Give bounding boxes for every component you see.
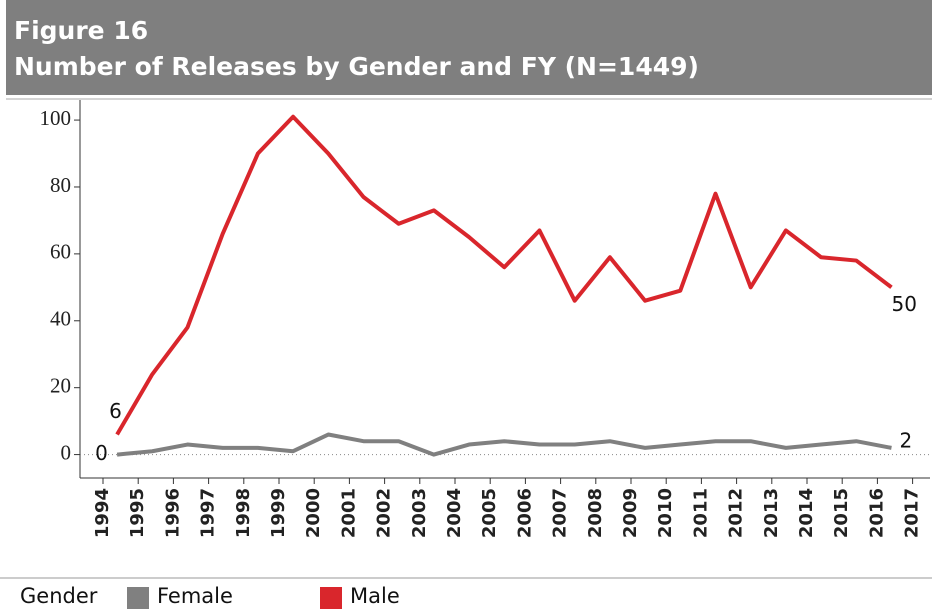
legend-label: Female — [157, 584, 233, 608]
series-line — [115, 114, 893, 436]
x-tick-label: 2010 — [655, 488, 676, 538]
data-label: 2 — [899, 428, 912, 452]
data-label: 6 — [109, 399, 122, 423]
x-tick-label: 1998 — [233, 488, 254, 538]
chart-title: Figure 16 — [14, 16, 148, 45]
legend-label: Male — [350, 584, 400, 608]
x-tick-label: 2015 — [831, 488, 852, 538]
x-tick-label: 1999 — [268, 488, 289, 538]
legend-swatch — [320, 587, 342, 609]
y-tick-label: 100 — [40, 106, 72, 130]
x-tick-label: 2017 — [902, 488, 923, 538]
x-tick-label: 1994 — [92, 488, 113, 538]
legend-swatch — [127, 587, 149, 609]
x-tick-label: 2002 — [374, 488, 395, 538]
legend-title: Gender — [20, 584, 98, 608]
x-tick-label: 1996 — [162, 488, 183, 538]
x-tick-label: 2009 — [620, 488, 641, 538]
y-tick-label: 20 — [50, 373, 71, 397]
x-tick-label: 2003 — [409, 488, 430, 538]
x-tick-label: 2007 — [550, 488, 571, 538]
y-tick-label: 40 — [50, 307, 71, 331]
x-tick-label: 2008 — [585, 488, 606, 538]
x-tick-label: 2012 — [726, 488, 747, 538]
x-tick-label: 2013 — [761, 488, 782, 538]
x-tick-label: 2005 — [479, 488, 500, 538]
chart-subtitle: Number of Releases by Gender and FY (N=1… — [14, 52, 699, 81]
x-tick-label: 1995 — [127, 488, 148, 538]
x-tick-label: 2016 — [866, 488, 887, 538]
x-tick-label: 2011 — [690, 488, 711, 538]
x-tick-label: 2001 — [338, 488, 359, 538]
x-tick-label: 1997 — [198, 488, 219, 538]
y-tick-label: 0 — [61, 440, 72, 464]
y-tick-label: 80 — [50, 173, 71, 197]
title-band — [6, 0, 932, 95]
x-tick-label: 2014 — [796, 488, 817, 538]
series-line — [116, 432, 892, 457]
x-tick-label: 2000 — [303, 488, 324, 538]
data-label: 0 — [95, 441, 108, 465]
data-label: 50 — [891, 292, 916, 316]
x-tick-label: 2006 — [514, 488, 535, 538]
x-tick-label: 2004 — [444, 488, 465, 538]
y-tick-label: 60 — [50, 240, 71, 264]
